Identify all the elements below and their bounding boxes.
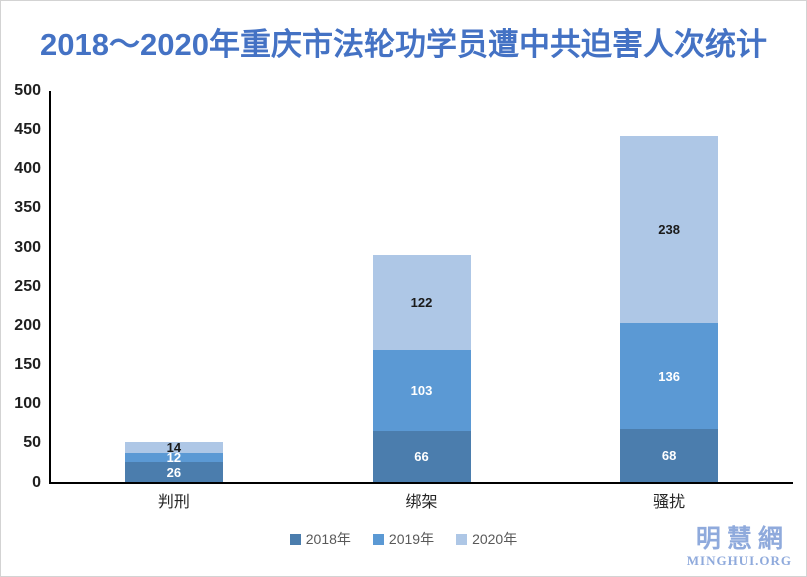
- legend-label: 2019年: [388, 531, 435, 547]
- legend: 2018年 2019年 2020年: [1, 532, 806, 546]
- y-tick-label: 0: [32, 473, 41, 491]
- y-tick-label: 450: [14, 121, 41, 139]
- bar-value-label: 238: [658, 222, 680, 238]
- bar-value-label: 136: [658, 368, 680, 384]
- bar-value-label: 122: [410, 294, 433, 310]
- legend-item: 2018年: [289, 531, 351, 547]
- bar-value-label: 66: [414, 449, 429, 465]
- legend-label: 2020年: [472, 531, 518, 547]
- y-tick-label: 250: [14, 277, 41, 295]
- y-tick-label: 150: [14, 356, 41, 374]
- bar-value-label: 103: [410, 382, 433, 398]
- minghui-logo: 明慧網 MINGHUI.ORG: [687, 526, 792, 568]
- bar-segment: [372, 430, 471, 483]
- x-axis-line: [49, 481, 793, 484]
- legend-item: 2019年: [372, 531, 435, 547]
- y-tick-label: 300: [14, 238, 41, 256]
- y-tick-label: 500: [14, 82, 41, 99]
- category-label: 判刑: [157, 494, 190, 511]
- y-tick-label: 100: [14, 395, 41, 413]
- bar-segment: [372, 350, 471, 431]
- bar-value-label: 68: [661, 448, 677, 464]
- bar-segment: [620, 136, 719, 323]
- bar-segment: [620, 322, 719, 430]
- legend-label: 2018年: [305, 531, 351, 547]
- legend-swatch-icon: [289, 533, 301, 545]
- y-tick-label: 350: [14, 199, 41, 217]
- chart-title: 2018～2020年重庆市法轮功学员遭中共迫害人次统计: [40, 27, 767, 62]
- logo-english-text: MINGHUI.ORG: [686, 553, 792, 568]
- legend-item: 2020年: [456, 532, 517, 546]
- bar-value-label: 12: [166, 449, 182, 465]
- legend-swatch-icon: [372, 533, 384, 545]
- y-tick-label: 200: [14, 316, 41, 334]
- bar-segment: [372, 254, 471, 351]
- bar-segment: [124, 462, 223, 483]
- y-axis-line: [49, 91, 51, 484]
- category-label: 绑架: [405, 494, 438, 511]
- bar-value-label: 26: [166, 464, 182, 480]
- logo-chinese-text: 明慧網: [695, 525, 789, 553]
- y-tick-label: 400: [14, 160, 41, 178]
- y-tick-label: 50: [23, 434, 41, 452]
- bar-segment: [124, 441, 223, 453]
- bar-segment: [124, 452, 223, 463]
- legend-swatch-icon: [456, 533, 468, 545]
- bar-segment: [620, 429, 719, 483]
- category-label: 骚扰: [653, 494, 686, 511]
- bar-value-label: 14: [166, 439, 182, 455]
